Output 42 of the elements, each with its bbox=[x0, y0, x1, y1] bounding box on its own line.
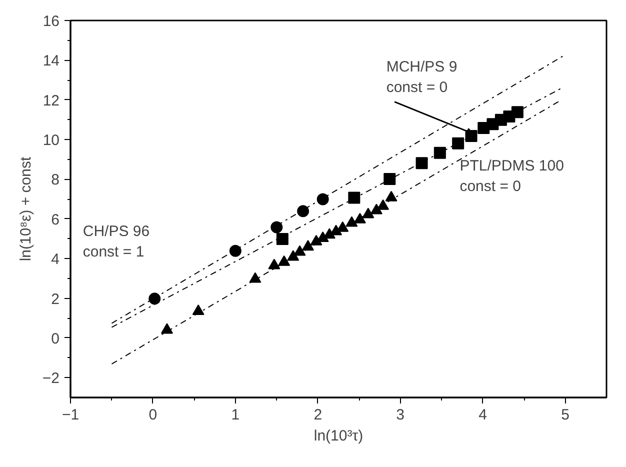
y-axis-title: ln(10⁸ε) + const bbox=[17, 156, 34, 262]
y-tick-label: −2 bbox=[42, 370, 60, 388]
point bbox=[297, 205, 310, 218]
y-tick-label: 6 bbox=[51, 211, 60, 228]
y-tick-label: 4 bbox=[51, 251, 60, 268]
y-tick-label: 0 bbox=[51, 330, 60, 348]
annotation: PTL/PDMS 100 const = 0 bbox=[460, 158, 564, 196]
point bbox=[354, 212, 366, 224]
annotation: CH/PS 96 const = 1 bbox=[82, 223, 150, 261]
point bbox=[452, 137, 464, 150]
point bbox=[316, 193, 329, 206]
point bbox=[416, 157, 428, 170]
point bbox=[434, 146, 446, 159]
point bbox=[346, 216, 358, 227]
y-tick-label: 2 bbox=[51, 290, 60, 308]
point bbox=[192, 304, 204, 316]
y-tick-label: 16 bbox=[42, 13, 60, 30]
point bbox=[336, 221, 349, 232]
point bbox=[229, 244, 242, 257]
point bbox=[276, 232, 288, 245]
x-tick-label: 3 bbox=[396, 406, 405, 424]
x-tick-label: 0 bbox=[148, 406, 158, 424]
point bbox=[268, 258, 280, 270]
annotation: MCH/PS 9 const = 0 bbox=[386, 58, 458, 96]
point bbox=[511, 106, 524, 118]
point bbox=[270, 221, 283, 234]
y-tick-label: 10 bbox=[42, 132, 60, 150]
x-tick-label: 5 bbox=[561, 406, 570, 424]
point bbox=[384, 173, 396, 186]
point bbox=[348, 192, 360, 204]
point bbox=[278, 255, 290, 266]
x-tick-label: 1 bbox=[231, 406, 240, 424]
y-tick-label: 14 bbox=[42, 52, 60, 70]
x-tick-label: −1 bbox=[62, 406, 80, 424]
x-tick-label: 4 bbox=[478, 406, 487, 424]
point bbox=[294, 245, 306, 256]
x-tick-label: 2 bbox=[314, 406, 322, 424]
y-tick-label: 12 bbox=[42, 92, 60, 110]
y-tick-label: 8 bbox=[51, 172, 60, 189]
point bbox=[377, 199, 390, 210]
x-axis-title: ln(10³τ) bbox=[314, 428, 364, 444]
point bbox=[385, 190, 398, 202]
